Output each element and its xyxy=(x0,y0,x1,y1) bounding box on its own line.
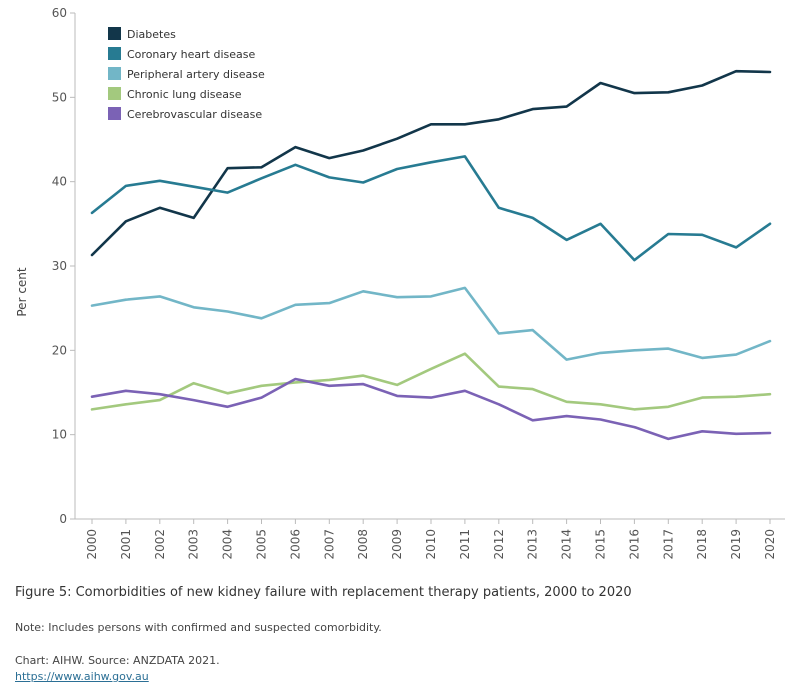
source-link[interactable]: https://www.aihw.gov.au xyxy=(15,670,149,683)
legend-swatch-coronary-heart-disease xyxy=(108,47,121,60)
y-tick-label: 40 xyxy=(52,175,67,189)
legend-label-coronary-heart-disease: Coronary heart disease xyxy=(127,48,255,61)
chart-axes: 0 10 20 30 40 50 60 Per cent 2000 2001 2002 2003 200… xyxy=(15,6,785,560)
legend-swatch-peripheral-artery-disease xyxy=(108,67,121,80)
y-tick-label: 10 xyxy=(52,428,67,442)
x-tick-label: 2013 xyxy=(526,529,540,560)
x-tick-label: 2002 xyxy=(153,529,167,560)
x-tick-label: 2010 xyxy=(424,529,438,560)
series-line-chronic-lung-disease[interactable] xyxy=(90,352,772,411)
x-tick-label: 2001 xyxy=(119,529,133,560)
legend-swatch-diabetes xyxy=(108,27,121,40)
x-tick-label: 2014 xyxy=(560,529,574,560)
x-tick-label: 2003 xyxy=(187,529,201,560)
y-axis-title: Per cent xyxy=(15,267,29,317)
series-line-peripheral-artery-disease[interactable] xyxy=(90,286,772,361)
x-tick-label: 2017 xyxy=(661,529,675,560)
y-tick-label: 50 xyxy=(52,90,67,104)
x-tick-label: 2004 xyxy=(221,529,235,560)
chart-legend: Diabetes Coronary heart disease Peripheral… xyxy=(108,27,265,121)
y-tick-label: 30 xyxy=(52,259,67,273)
figure-source: Chart: AIHW. Source: ANZDATA 2021. xyxy=(15,654,220,667)
figure-note: Note: Includes persons with confirmed an… xyxy=(15,621,382,634)
x-tick-label: 2015 xyxy=(594,529,608,560)
x-tick-label: 2018 xyxy=(695,529,709,560)
series-line-cerebrovascular-disease[interactable] xyxy=(90,377,772,441)
line-chart: 0 10 20 30 40 50 60 Per cent 2000 2001 2002 2003 200… xyxy=(15,6,785,560)
figure-title: Figure 5: Comorbidities of new kidney fa… xyxy=(15,585,632,600)
legend-label-chronic-lung-disease: Chronic lung disease xyxy=(127,88,242,101)
legend-label-cerebrovascular-disease: Cerebrovascular disease xyxy=(127,108,262,121)
legend-swatch-chronic-lung-disease xyxy=(108,87,121,100)
x-tick-label: 2006 xyxy=(288,529,302,560)
x-tick-label: 2005 xyxy=(255,529,269,560)
chart-series xyxy=(90,69,772,441)
legend-label-diabetes: Diabetes xyxy=(127,28,176,41)
x-tick-label: 2012 xyxy=(492,529,506,560)
x-tick-label: 2000 xyxy=(85,529,99,560)
x-tick-label: 2020 xyxy=(763,529,777,560)
series-line-coronary-heart-disease[interactable] xyxy=(90,155,772,262)
x-tick-label: 2007 xyxy=(322,529,336,560)
legend-swatch-cerebrovascular-disease xyxy=(108,107,121,120)
series-line-diabetes[interactable] xyxy=(90,69,772,257)
x-tick-label: 2019 xyxy=(729,529,743,560)
y-tick-label: 0 xyxy=(59,512,67,526)
legend-label-peripheral-artery-disease: Peripheral artery disease xyxy=(127,68,265,81)
x-tick-label: 2009 xyxy=(390,529,404,560)
x-tick-label: 2008 xyxy=(356,529,370,560)
y-tick-label: 20 xyxy=(52,343,67,357)
x-tick-label: 2011 xyxy=(458,529,472,560)
x-tick-label: 2016 xyxy=(627,529,641,560)
y-tick-label: 60 xyxy=(52,6,67,20)
